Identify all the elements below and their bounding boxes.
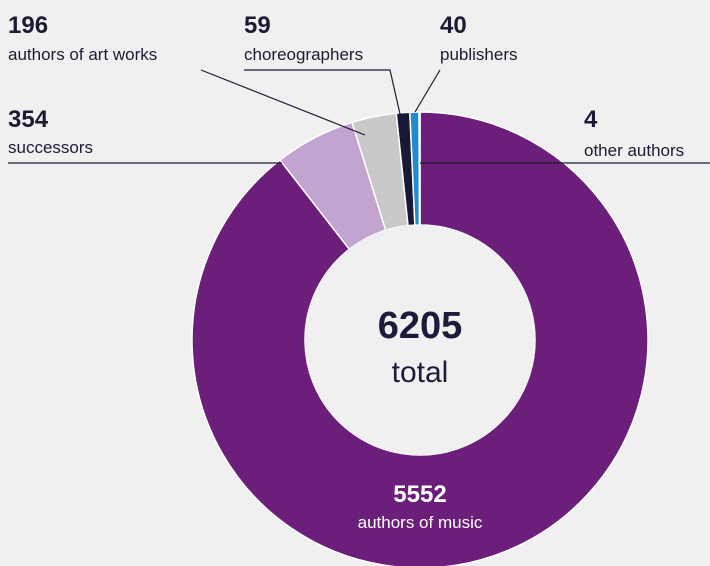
slice-label-successors: successors xyxy=(8,138,93,157)
slice-value-other-authors: 4 xyxy=(584,106,598,133)
total-label: total xyxy=(392,356,449,389)
slice-value-successors: 354 xyxy=(8,106,49,133)
slice-label-other-authors: other authors xyxy=(584,141,684,160)
total-value: 6205 xyxy=(378,305,463,347)
leader-lines xyxy=(8,69,710,164)
leader-line-publishers xyxy=(414,69,441,113)
slice-label-music: authors of music xyxy=(358,513,483,532)
slice-label-choreographers: choreographers xyxy=(244,45,363,64)
slice-value-music: 5552 xyxy=(393,481,446,508)
slice-value-choreographers: 59 xyxy=(244,12,271,39)
leader-line-choreographers xyxy=(244,69,401,115)
slice-label-art-works: authors of art works xyxy=(8,45,157,64)
donut-hole xyxy=(305,225,535,455)
slice-label-publishers: publishers xyxy=(440,45,518,64)
slice-value-publishers: 40 xyxy=(440,12,467,39)
slice-other-authors xyxy=(418,111,421,226)
slice-value-art-works: 196 xyxy=(8,12,48,39)
leader-line-art-works xyxy=(200,69,366,136)
